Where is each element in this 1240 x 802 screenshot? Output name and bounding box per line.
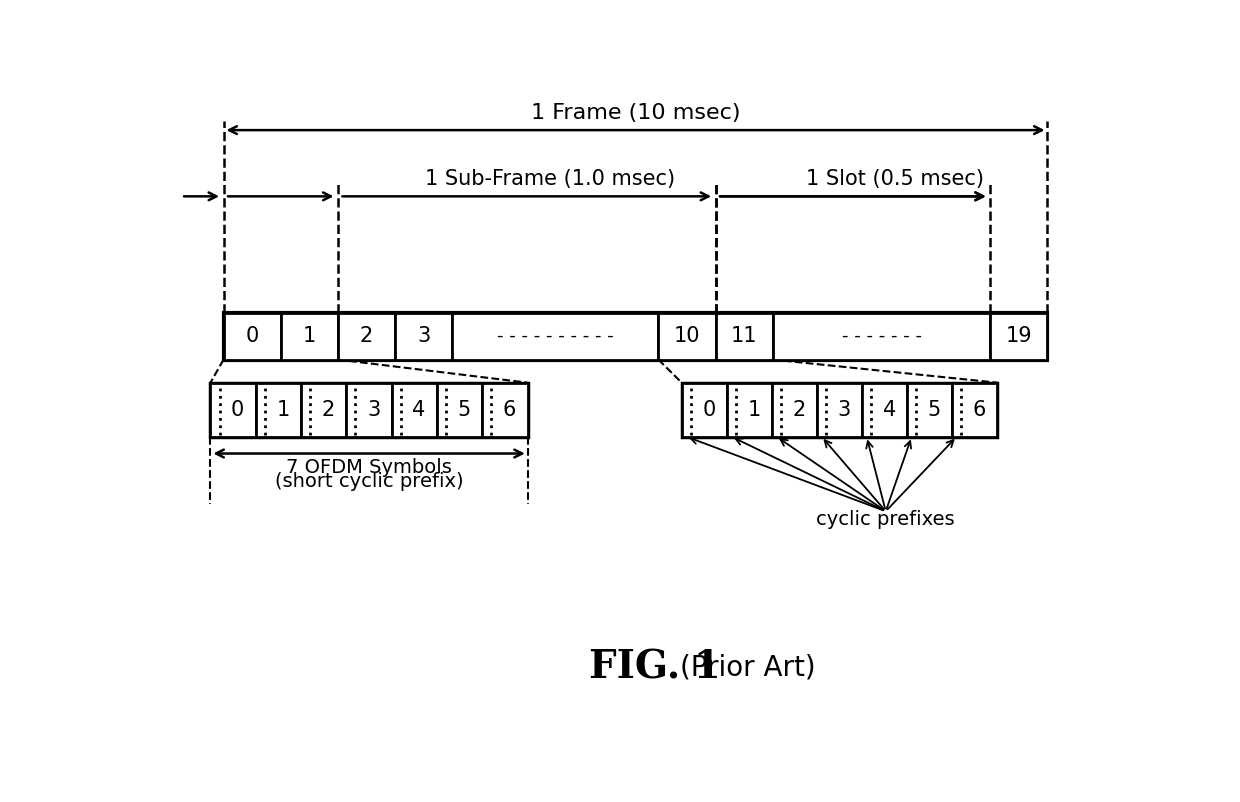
Bar (862, 383, 908, 436)
Text: 4: 4 (883, 399, 895, 419)
Bar (482, 383, 528, 436)
Bar (817, 383, 862, 436)
Text: 1: 1 (277, 399, 290, 419)
Bar (991, 314, 1048, 359)
Bar (682, 383, 997, 436)
Text: 5: 5 (458, 399, 471, 419)
Bar (682, 383, 727, 436)
Text: 2: 2 (360, 326, 373, 346)
Bar (280, 314, 339, 359)
Text: 0: 0 (231, 399, 244, 419)
Text: 3: 3 (367, 399, 381, 419)
Text: FIG. 1: FIG. 1 (589, 649, 720, 687)
Text: 3: 3 (417, 326, 430, 346)
Text: 1 Slot (0.5 msec): 1 Slot (0.5 msec) (806, 169, 985, 189)
Text: 2: 2 (792, 399, 806, 419)
Bar (396, 314, 453, 359)
Bar (436, 383, 482, 436)
Text: (short cyclic prefix): (short cyclic prefix) (275, 472, 464, 491)
Bar (339, 314, 396, 359)
Text: 7 OFDM Symbols: 7 OFDM Symbols (286, 458, 453, 477)
Text: 4: 4 (413, 399, 425, 419)
Bar (255, 383, 301, 436)
Bar (211, 383, 255, 436)
Bar (301, 383, 346, 436)
Bar (453, 314, 658, 359)
Text: 1 Frame (10 msec): 1 Frame (10 msec) (531, 103, 740, 124)
Bar (908, 383, 952, 436)
Text: 1 Sub-Frame (1.0 msec): 1 Sub-Frame (1.0 msec) (425, 169, 675, 189)
Bar (211, 383, 528, 436)
Bar (346, 383, 392, 436)
Bar (392, 383, 436, 436)
Text: 1: 1 (748, 399, 760, 419)
Text: 5: 5 (928, 399, 941, 419)
Text: - - - - - - -: - - - - - - - (842, 327, 921, 346)
Text: 19: 19 (1006, 326, 1032, 346)
Text: (Prior Art): (Prior Art) (681, 654, 816, 682)
Bar (773, 314, 991, 359)
Bar (223, 314, 1048, 359)
Text: 0: 0 (246, 326, 259, 346)
Text: 2: 2 (321, 399, 335, 419)
Text: 10: 10 (673, 326, 701, 346)
Bar (771, 383, 817, 436)
Bar (658, 314, 715, 359)
Bar (952, 383, 997, 436)
Bar (223, 314, 280, 359)
Text: 3: 3 (837, 399, 851, 419)
Text: 11: 11 (730, 326, 758, 346)
Text: 6: 6 (503, 399, 516, 419)
Text: 6: 6 (972, 399, 986, 419)
Text: 1: 1 (303, 326, 316, 346)
Bar (727, 383, 771, 436)
Text: cyclic prefixes: cyclic prefixes (816, 510, 955, 529)
Text: 0: 0 (702, 399, 715, 419)
Text: - - - - - - - - - -: - - - - - - - - - - (497, 327, 614, 346)
Bar (715, 314, 773, 359)
